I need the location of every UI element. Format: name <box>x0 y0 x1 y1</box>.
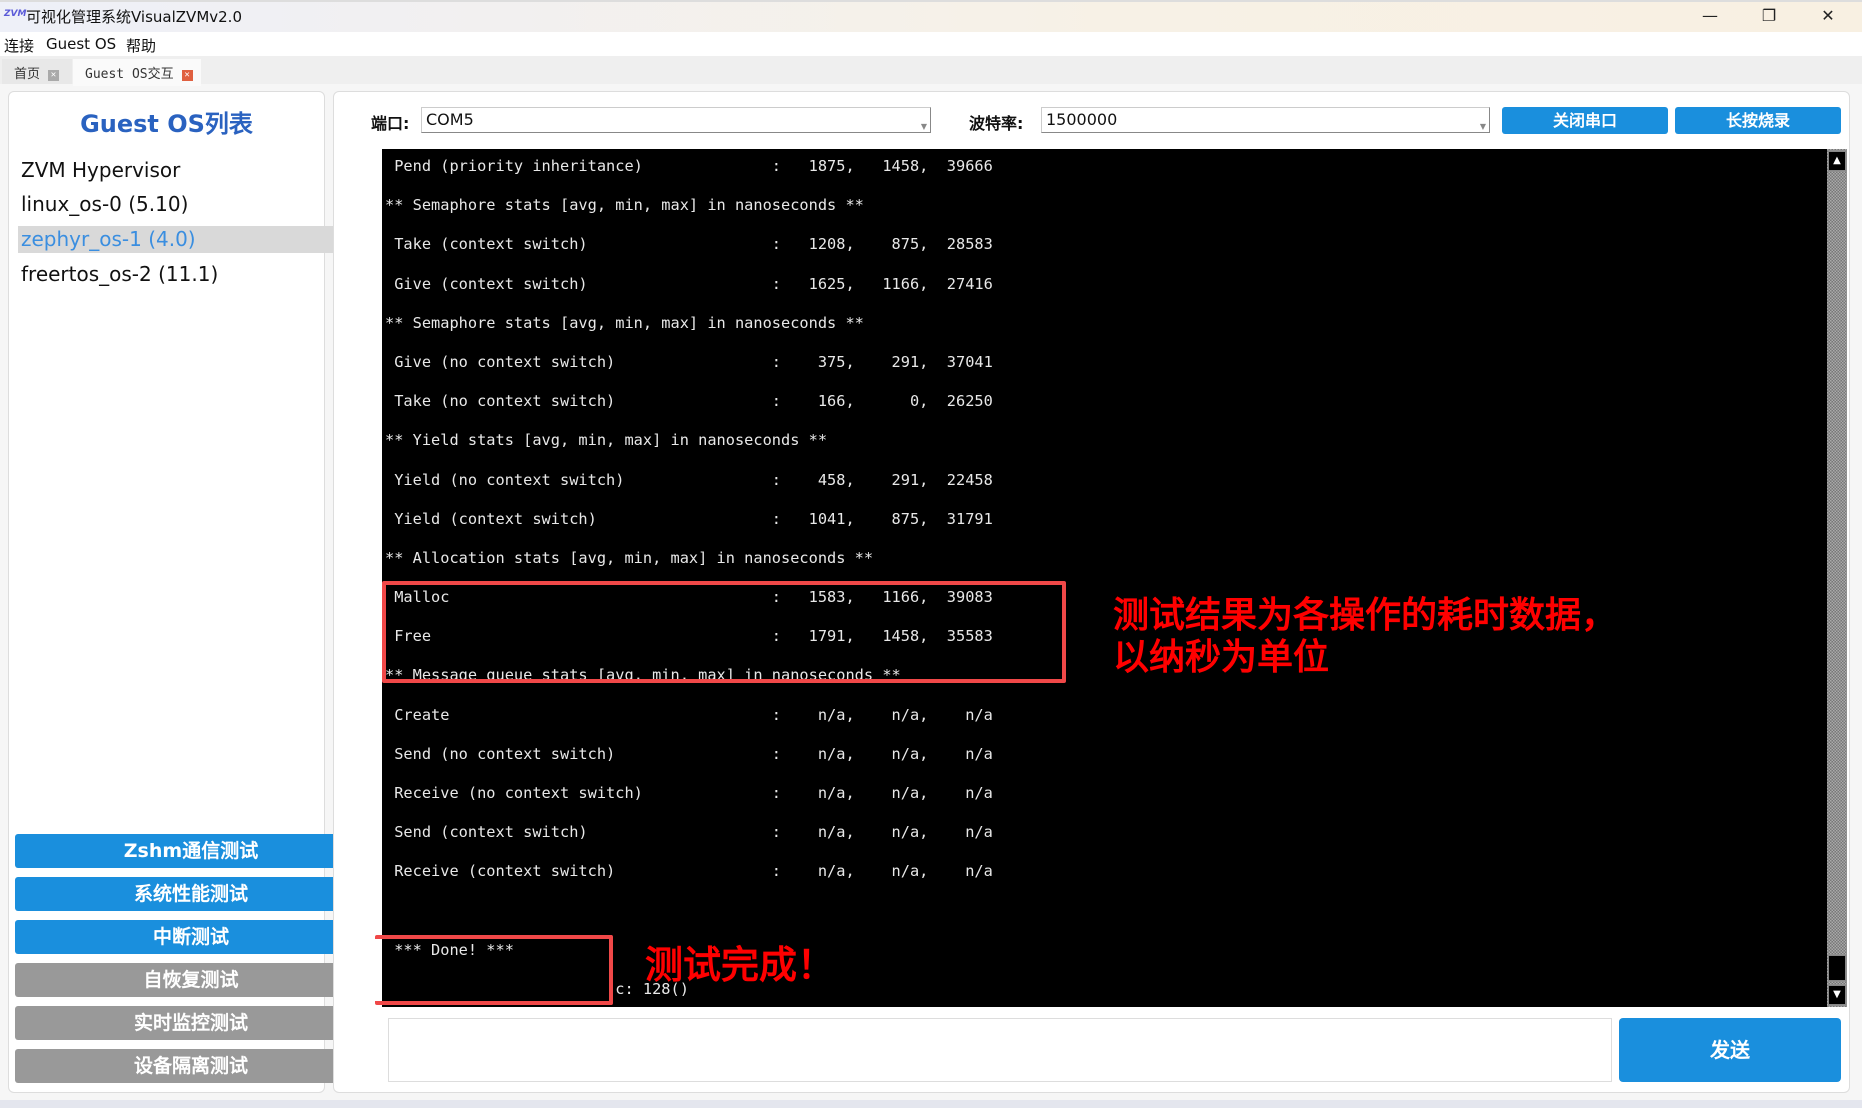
dropdown-arrow-icon: ▼ <box>920 122 927 131</box>
terminal-stat-line: Receive (no context switch) : n/a, n/a, … <box>385 784 993 802</box>
performance-test-button[interactable]: 系统性能测试 <box>15 877 367 911</box>
tab-home[interactable]: 首页 ✕ <box>2 59 72 84</box>
baud-select[interactable]: 1500000 ▼ <box>1041 107 1490 133</box>
terminal-stat-line: Free : 1791, 1458, 35583 <box>385 627 993 646</box>
terminal-output[interactable]: Pend (priority inheritance) : 1875, 1458… <box>382 149 1827 1007</box>
terminal-stat-line: Take (context switch) : 1208, 875, 28583 <box>385 235 993 254</box>
done-annotation: 测试完成！ <box>645 943 836 987</box>
terminal-stat-line: Give (no context switch) : 375, 291, 370… <box>385 352 993 371</box>
title-bar <box>0 0 1862 32</box>
tab-guest-os[interactable]: Guest OS交互 ✕ <box>73 59 201 86</box>
terminal-stat-line: Give (context switch) : 1625, 1166, 2741… <box>385 274 993 293</box>
os-item-zvm[interactable]: ZVM Hypervisor <box>21 158 181 182</box>
close-port-button[interactable]: 关闭串口 <box>1502 107 1668 134</box>
port-value: COM5 <box>426 110 474 129</box>
terminal-header-line: ** Semaphore stats [avg, min, max] in na… <box>385 196 864 215</box>
tab-label: Guest OS交互 <box>85 67 174 82</box>
terminal-header-line: *** Done! *** <box>385 940 514 959</box>
close-window-button[interactable]: ✕ <box>1821 6 1835 25</box>
terminal-stat-line: Malloc : 1583, 1166, 39083 <box>385 588 993 607</box>
terminal-stat-line: Take (no context switch) : 166, 0, 26250 <box>385 392 993 411</box>
result-highlight-box <box>382 581 1066 683</box>
os-item-freertos[interactable]: freertos_os-2 (11.1) <box>21 262 219 286</box>
terminal-header-line: c: 128() <box>385 979 689 998</box>
scroll-up-icon[interactable]: ▲ <box>1828 151 1846 171</box>
result-annotation-line2: 以纳秒为单位 <box>1113 637 1330 678</box>
port-label: 端口: <box>371 114 410 133</box>
window-title: 可视化管理系统VisualZVMv2.0 <box>26 8 242 26</box>
interrupt-test-button[interactable]: 中断测试 <box>15 920 367 954</box>
done-highlight-box <box>375 935 613 1005</box>
menu-connect[interactable]: 连接 <box>4 37 35 55</box>
terminal-header-line: ** Yield stats [avg, min, max] in nanose… <box>385 431 828 450</box>
result-annotation: 测试结果为各操作的耗时数据， 以纳秒为单位 <box>1113 595 1617 679</box>
menu-bar <box>0 32 1862 56</box>
terminal-header-line <box>385 892 993 931</box>
scroll-thumb[interactable] <box>1828 955 1846 981</box>
realtime-monitor-test-button[interactable]: 实时监控测试 <box>15 1006 367 1040</box>
minimize-button[interactable]: — <box>1702 6 1718 25</box>
baud-value: 1500000 <box>1046 110 1118 129</box>
terminal-stat-line: Send (no context switch) : n/a, n/a, n/a <box>385 744 993 763</box>
os-list-title: Guest OS列表 <box>80 110 253 138</box>
restore-button[interactable]: ❐ <box>1761 6 1777 25</box>
terminal-stat-line: Create : n/a, n/a, n/a <box>385 705 993 724</box>
menu-help[interactable]: 帮助 <box>126 37 157 55</box>
close-tab-icon[interactable]: ✕ <box>48 70 60 81</box>
flash-button[interactable]: 长按烧录 <box>1675 107 1841 134</box>
port-select[interactable]: COM5 ▼ <box>421 107 931 133</box>
terminal-header-line: ** Allocation stats [avg, min, max] in n… <box>385 548 874 567</box>
terminal-scrollbar[interactable]: ▲ ▼ <box>1827 149 1847 1007</box>
result-annotation-line1: 测试结果为各操作的耗时数据， <box>1113 595 1618 636</box>
bottom-edge <box>0 1100 1862 1108</box>
terminal-stat-line: Send (context switch) : n/a, n/a, n/a <box>385 823 993 842</box>
terminal-header-line: ** Semaphore stats [avg, min, max] in na… <box>385 313 864 332</box>
close-tab-icon[interactable]: ✕ <box>181 70 193 81</box>
baud-label: 波特率: <box>969 114 1024 133</box>
dropdown-arrow-icon: ▼ <box>1479 122 1486 131</box>
scroll-down-icon[interactable]: ▼ <box>1828 985 1846 1005</box>
terminal-stat-line: Yield (context switch) : 1041, 875, 3179… <box>385 509 993 528</box>
menu-guest-os[interactable]: Guest OS <box>46 35 117 53</box>
device-isolation-test-button[interactable]: 设备隔离测试 <box>15 1049 367 1083</box>
tab-label: 首页 <box>14 67 41 82</box>
os-item-linux[interactable]: linux_os-0 (5.10) <box>21 192 189 216</box>
send-button[interactable]: 发送 <box>1619 1018 1841 1082</box>
send-input[interactable] <box>388 1018 1612 1082</box>
self-recovery-test-button[interactable]: 自恢复测试 <box>15 963 367 997</box>
terminal-stat-line: Yield (no context switch) : 458, 291, 22… <box>385 470 993 489</box>
app-logo-icon: ZVM <box>4 9 27 19</box>
zshm-test-button[interactable]: Zshm通信测试 <box>15 834 367 868</box>
terminal-stat-line: Pend (priority inheritance) : 1875, 1458… <box>385 157 993 175</box>
terminal-stat-line: Receive (context switch) : n/a, n/a, n/a <box>385 862 993 881</box>
os-item-zephyr[interactable]: zephyr_os-1 (4.0) <box>18 226 364 253</box>
tab-bar <box>0 56 1862 84</box>
